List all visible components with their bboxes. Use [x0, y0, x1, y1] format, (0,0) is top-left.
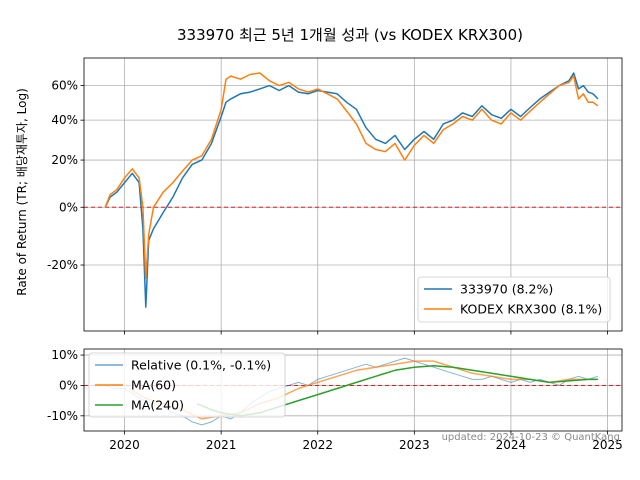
y-tick-label: 0%: [59, 200, 78, 214]
legend-label: 333970 (8.2%): [460, 282, 553, 297]
chart-title: 333970 최근 5년 1개월 성과 (vs KODEX KRX300): [177, 26, 523, 44]
legend-label: MA(240): [131, 398, 184, 413]
legend: Relative (0.1%, -0.1%) MA(60) MA(240): [88, 352, 286, 418]
series-line: [104, 72, 599, 308]
x-tick-label: 2024: [496, 438, 527, 452]
y-tick-label: 10%: [51, 348, 78, 362]
x-tick-label: 2021: [206, 438, 237, 452]
x-tick-label: 2025: [592, 438, 623, 452]
series-line: [104, 72, 599, 280]
legend-box: [88, 352, 286, 418]
legend-box: [417, 276, 611, 323]
y-tick-label: 40%: [51, 113, 78, 127]
main-plot: -20% 0% 20% 40% 60% 333970 (8.2%) KODEX KRX300…: [47, 57, 623, 335]
y-tick-label: -20%: [47, 258, 78, 272]
x-tick-label: 2023: [399, 438, 430, 452]
series-line: [105, 357, 599, 426]
footer-credit: updated: 2024-10-23 © QuantKang: [442, 432, 620, 443]
relative-plot: -10% 0% 10% 2020 2021 2022 2023 2024 2025 Relativ…: [47, 348, 623, 452]
legend-label: Relative (0.1%, -0.1%): [131, 358, 271, 373]
y-tick-label: 20%: [51, 153, 78, 167]
y-tick-label: -10%: [47, 409, 78, 423]
legend-label: MA(60): [131, 378, 176, 393]
legend: 333970 (8.2%) KODEX KRX300 (8.1%): [417, 276, 611, 323]
y-tick-label: 0%: [59, 378, 78, 392]
plot-frame: [83, 348, 623, 432]
plot-frame: [83, 57, 623, 332]
x-tick-label: 2022: [302, 438, 333, 452]
x-tick-label: 2020: [109, 438, 140, 452]
legend-label: KODEX KRX300 (8.1%): [460, 302, 602, 317]
y-axis-label: Rate of Return (TR; 배당재투자, Log): [15, 88, 29, 296]
y-tick-label: 60%: [51, 79, 78, 93]
